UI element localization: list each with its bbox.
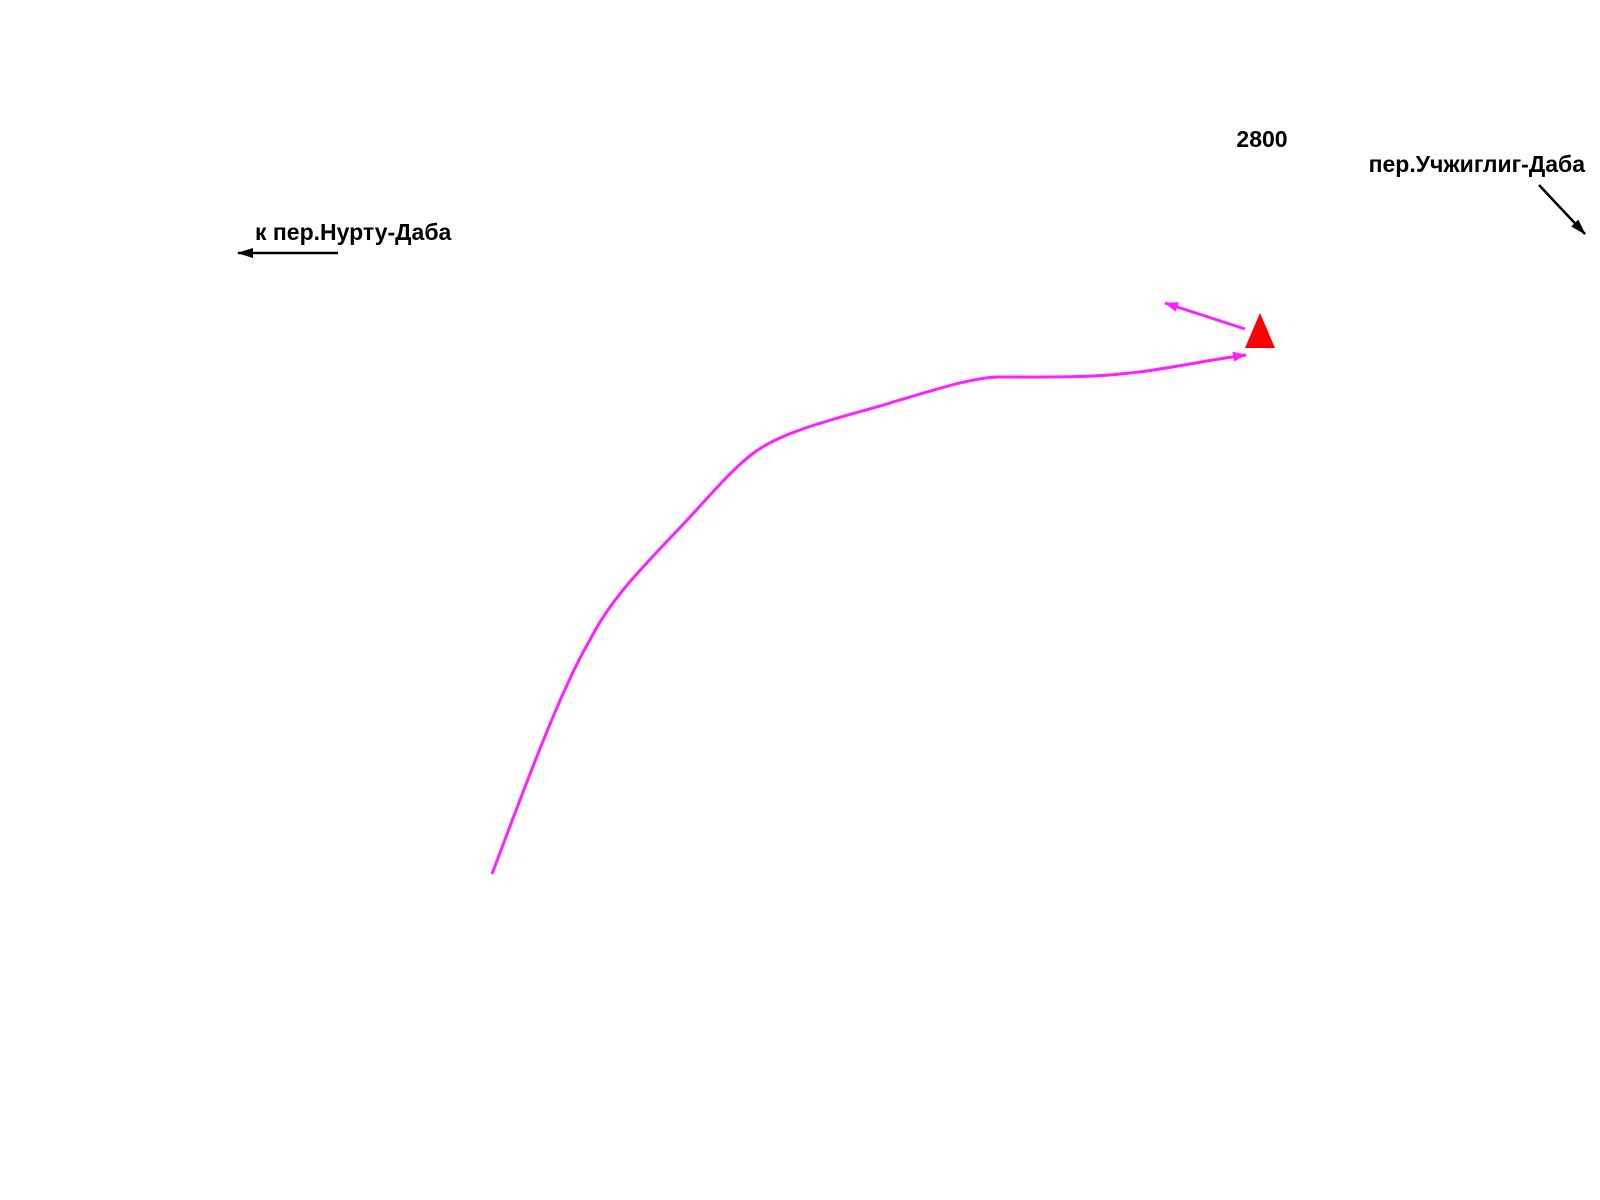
- pass-label: к пер.Нурту-Даба: [255, 219, 452, 245]
- pass-label: пер.Учжиглиг-Даба: [1369, 151, 1586, 177]
- elevation-label: 2800: [1236, 126, 1287, 152]
- summit-marker: [1245, 313, 1275, 348]
- route-arrow: [1164, 301, 1246, 331]
- route: [490, 351, 1247, 875]
- direction-arrow: [1538, 184, 1586, 235]
